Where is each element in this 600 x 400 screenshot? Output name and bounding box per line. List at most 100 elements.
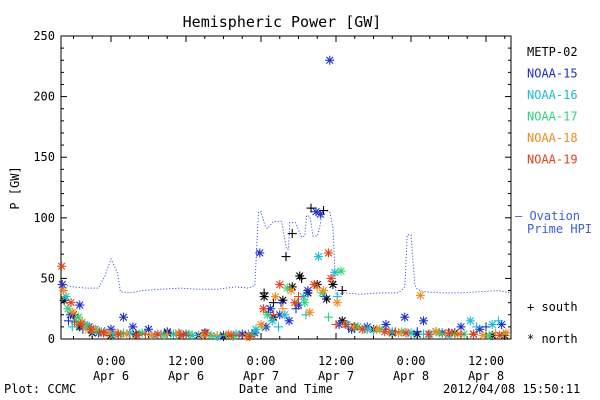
y-tick-label: 150 [33, 150, 55, 164]
x-tick-time-label: 0:00 [247, 354, 276, 368]
data-point-north [280, 310, 290, 320]
data-point-north [226, 330, 236, 340]
data-point-north [315, 209, 325, 219]
legend: METP-02 NOAA-15 NOAA-16 NOAA-17 NOAA-18 NOAA-… [527, 45, 578, 167]
data-point-north [495, 330, 505, 340]
data-point-north [66, 298, 76, 308]
data-point-north [86, 324, 96, 334]
data-point-north [75, 319, 85, 329]
data-point-north [114, 329, 123, 339]
data-point-south [70, 317, 80, 327]
data-point-north [445, 328, 455, 338]
data-point-south [412, 327, 422, 337]
data-point-north [372, 324, 382, 334]
data-point-north [284, 316, 294, 326]
data-point-north [290, 298, 300, 308]
x-tick-time-label: 0:00 [97, 354, 126, 368]
data-point-south [269, 310, 278, 320]
data-point-south [140, 329, 150, 339]
data-point-north [122, 329, 132, 339]
plot-credit: Plot: CCMC [4, 382, 76, 396]
data-point-north [465, 316, 475, 326]
plot-frame [60, 35, 512, 340]
data-point-south [301, 310, 311, 320]
x-axis-label: Date and Time [239, 382, 333, 396]
data-point-north [419, 316, 428, 326]
legend-entry: NOAA-16 [527, 88, 578, 102]
data-point-north [381, 319, 391, 329]
x-tick-time-label: 0:00 [397, 354, 426, 368]
data-point-north [99, 328, 108, 338]
data-point-north [153, 329, 163, 339]
legend-south: + south [527, 300, 578, 314]
data-point-south [337, 286, 347, 296]
x-tick-time-label: 12:00 [318, 354, 354, 368]
ovation-legend-line: — Ovation [515, 209, 580, 223]
y-tick-label: 200 [33, 90, 55, 104]
data-point-north [275, 279, 285, 289]
legend-entry: NOAA-15 [527, 67, 578, 81]
data-point-north [415, 290, 425, 300]
data-point-north [57, 279, 67, 289]
data-point-north [324, 248, 333, 258]
data-point-north [322, 294, 332, 304]
data-point-north [256, 319, 266, 329]
data-point-south [494, 316, 503, 326]
data-point-south [278, 304, 288, 314]
data-point-north [286, 286, 296, 296]
data-point-south [95, 327, 105, 337]
x-tick-time-label: 12:00 [468, 354, 504, 368]
data-point-south [306, 203, 316, 213]
data-point-north [245, 332, 255, 342]
data-point-north [328, 279, 338, 289]
data-point-south [324, 312, 333, 322]
data-point-north [400, 312, 410, 322]
data-point-north [255, 248, 265, 258]
data-point-south [274, 322, 283, 332]
ovation-prime-hpi-line [60, 210, 512, 295]
data-point-north [349, 322, 358, 332]
legend-entry: NOAA-18 [527, 131, 578, 145]
data-point-south [481, 322, 491, 332]
x-tick-time-label: 12:00 [168, 354, 204, 368]
legend-entry: NOAA-19 [527, 153, 578, 167]
data-point-north [431, 327, 441, 337]
data-point-north [59, 286, 68, 296]
ovation-legend-line: Prime HPI [527, 222, 592, 236]
data-point-south [162, 329, 172, 339]
y-tick-label: 50 [41, 271, 55, 285]
data-point-south [212, 330, 222, 340]
data-point-north [357, 324, 367, 334]
data-point-south [490, 328, 500, 338]
data-point-south [390, 327, 400, 337]
data-point-south [67, 322, 77, 332]
data-point-north [201, 328, 211, 338]
data-points [57, 55, 511, 342]
data-point-south [181, 330, 191, 340]
ovation-path [60, 210, 512, 295]
data-point-north [326, 273, 336, 283]
data-point-north [75, 300, 85, 310]
data-point-north [270, 292, 280, 302]
data-point-north [340, 319, 350, 329]
data-point-north [309, 279, 319, 289]
data-point-north [332, 298, 342, 308]
data-point-north [300, 298, 310, 308]
data-point-south [291, 304, 301, 314]
data-point-north [401, 328, 411, 338]
chart-title: Hemispheric Power [GW] [183, 13, 382, 31]
y-tick-label: 250 [33, 29, 55, 43]
data-point-north [487, 319, 497, 329]
data-point-north [132, 330, 142, 340]
data-point-south [276, 298, 286, 308]
legend-north: * north [527, 332, 578, 346]
data-point-north [319, 286, 328, 296]
x-tick-date-label: Apr 8 [468, 369, 504, 383]
data-point-north [295, 271, 305, 281]
data-point-north [314, 252, 323, 262]
data-point-south [331, 319, 341, 329]
data-point-north [424, 329, 433, 339]
data-point-north [303, 286, 313, 296]
data-point-north [478, 330, 488, 340]
